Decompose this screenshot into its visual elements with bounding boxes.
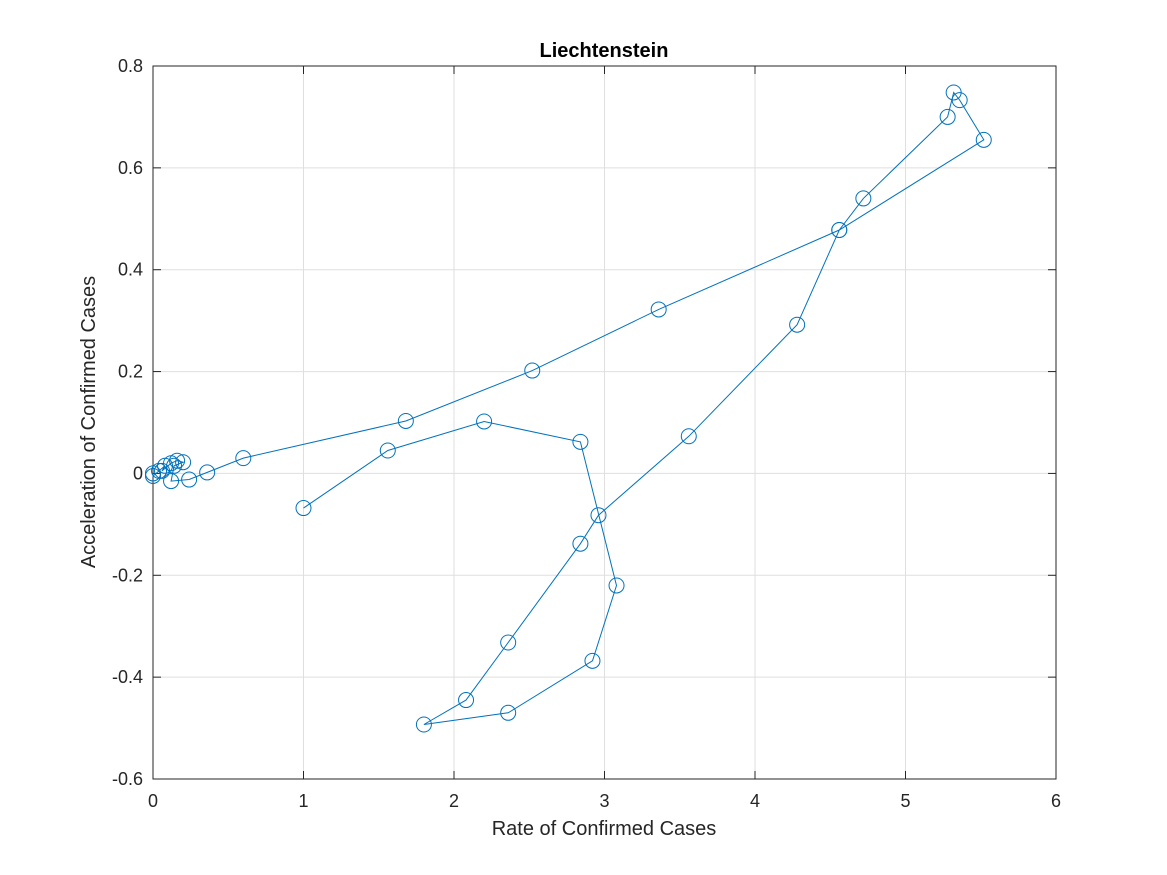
x-axis-tick-labels: 0 1 2 3 4 5 6 [148, 791, 1061, 811]
y-axis-label: Acceleration of Confirmed Cases [78, 276, 100, 568]
y-tick-label: 0.6 [118, 158, 143, 178]
y-tick-label: 0.2 [118, 362, 143, 382]
data-point [199, 464, 216, 481]
data-point [939, 108, 956, 125]
data-point [572, 433, 589, 450]
data-point [855, 190, 872, 207]
y-tick-label: -0.4 [112, 667, 143, 687]
x-tick-label: 5 [900, 791, 910, 811]
data-point [500, 704, 517, 721]
data-point [175, 454, 192, 471]
data-point [789, 316, 806, 333]
y-axis-tick-labels: -0.6 -0.4 -0.2 0 0.2 0.4 0.6 0.8 [112, 56, 143, 789]
x-tick-label: 2 [449, 791, 459, 811]
data-point [379, 442, 396, 459]
x-tick-label: 1 [298, 791, 308, 811]
data-point [397, 412, 414, 429]
y-tick-label: 0.8 [118, 56, 143, 76]
data-point [295, 500, 312, 517]
data-point [181, 471, 198, 488]
data-point [524, 362, 541, 379]
data-series [145, 84, 992, 733]
data-point [500, 634, 517, 651]
data-point [151, 462, 168, 479]
y-tick-label: -0.6 [112, 769, 143, 789]
data-point [831, 221, 848, 238]
data-point [458, 692, 475, 709]
data-point [169, 452, 186, 469]
data-point [415, 716, 432, 733]
y-tick-label: 0.4 [118, 260, 143, 280]
data-point [572, 535, 589, 552]
data-point [235, 450, 252, 467]
data-point [680, 428, 697, 445]
x-tick-label: 6 [1051, 791, 1061, 811]
data-point [945, 84, 962, 101]
data-point [163, 473, 180, 490]
data-point [584, 652, 601, 669]
x-tick-label: 0 [148, 791, 158, 811]
x-axis-label: Rate of Confirmed Cases [492, 818, 717, 840]
series-line [152, 91, 985, 725]
y-tick-label: -0.2 [112, 565, 143, 585]
chart-title: Liechtenstein [540, 40, 669, 62]
data-point [166, 457, 183, 474]
y-tick-label: 0 [133, 463, 143, 483]
x-tick-label: 3 [599, 791, 609, 811]
data-point [650, 301, 667, 318]
data-point [975, 131, 992, 148]
tick-marks [152, 65, 1057, 780]
data-point [590, 507, 607, 524]
data-point [476, 413, 493, 430]
data-point [608, 577, 625, 594]
x-tick-label: 4 [750, 791, 760, 811]
data-point [145, 467, 161, 484]
